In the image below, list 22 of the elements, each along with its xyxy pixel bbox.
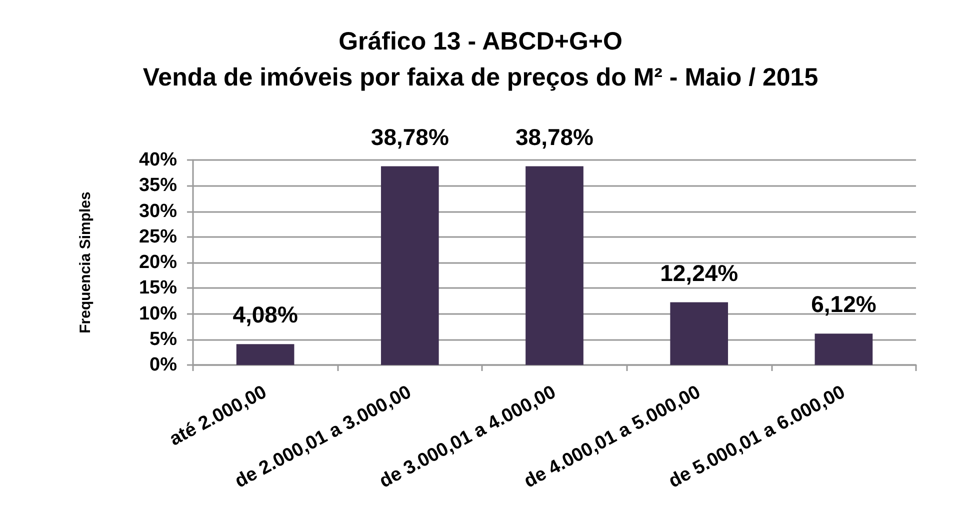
- y-tick-label: 5%: [150, 328, 178, 350]
- y-tick-label: 40%: [138, 150, 178, 170]
- y-tick-label: 20%: [138, 252, 178, 273]
- data-label: 12,24%: [660, 260, 738, 286]
- bar: [526, 166, 584, 365]
- y-tick-label: 35%: [138, 175, 178, 196]
- data-label: 6,12%: [811, 291, 876, 318]
- y-tick-label: 25%: [138, 226, 178, 248]
- bar: [380, 166, 439, 365]
- y-axis-title: Frequencia Simples: [77, 192, 94, 334]
- data-label: 4,08%: [232, 302, 298, 328]
- y-tick-label: 30%: [138, 200, 178, 222]
- y-tick-label: 15%: [138, 278, 178, 299]
- data-label: 38,78%: [515, 124, 594, 150]
- bar: [236, 344, 294, 365]
- y-tick-label: 0%: [150, 354, 178, 376]
- y-tick-label: 10%: [138, 303, 178, 324]
- bar: [670, 302, 728, 365]
- bar: [814, 334, 873, 365]
- chart-title: Gráfico 13 - ABCD+G+O: [338, 28, 622, 56]
- data-label: 38,78%: [370, 124, 449, 150]
- chart-subtitle: Venda de imóveis por faixa de preços do M² - Maio / 2015: [142, 64, 818, 92]
